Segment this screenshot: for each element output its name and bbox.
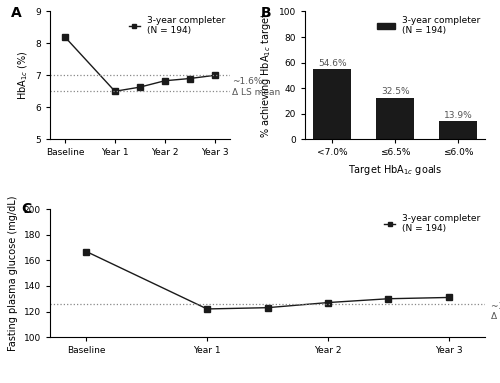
Y-axis label: % achieving HbA$_{1c}$ target: % achieving HbA$_{1c}$ target: [260, 12, 274, 138]
Text: ~33 mg/dL
Δ LS mean: ~33 mg/dL Δ LS mean: [491, 302, 500, 321]
Y-axis label: Fasting plasma glucose (mg/dL): Fasting plasma glucose (mg/dL): [8, 195, 18, 351]
Text: C: C: [22, 202, 32, 216]
Legend: 3-year completer
(N = 194): 3-year completer (N = 194): [377, 16, 480, 35]
Text: 13.9%: 13.9%: [444, 111, 472, 120]
Bar: [314, 69, 351, 139]
Bar: [376, 98, 414, 139]
Text: A: A: [10, 7, 21, 20]
Text: B: B: [260, 7, 271, 20]
Text: 32.5%: 32.5%: [381, 87, 410, 97]
Y-axis label: HbA$_{1c}$ (%): HbA$_{1c}$ (%): [16, 51, 30, 100]
X-axis label: Target HbA$_{1c}$ goals: Target HbA$_{1c}$ goals: [348, 163, 442, 177]
Bar: [439, 121, 477, 139]
Legend: 3-year completer
(N = 194): 3-year completer (N = 194): [129, 16, 225, 35]
Text: ~1.6%
Δ LS mean: ~1.6% Δ LS mean: [232, 77, 280, 97]
Text: 54.6%: 54.6%: [318, 59, 346, 68]
Legend: 3-year completer
(N = 194): 3-year completer (N = 194): [384, 214, 480, 233]
